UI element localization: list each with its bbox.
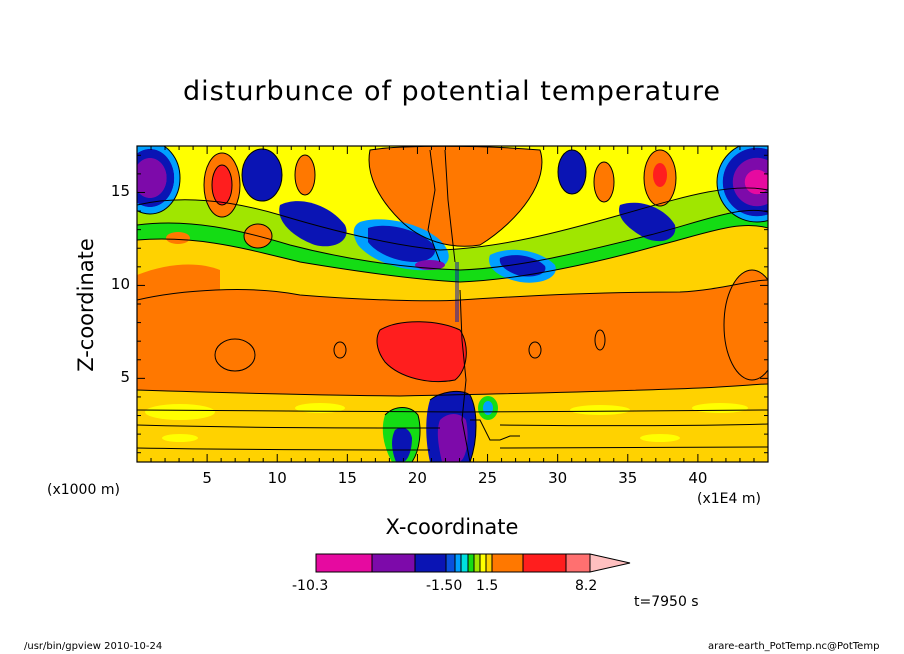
colorbar-segment xyxy=(414,553,447,573)
footer-left: /usr/bin/gpview 2010-10-24 xyxy=(24,641,163,652)
y-tick-label: 15 xyxy=(110,182,130,201)
chart-title: disturbunce of potential temperature xyxy=(183,76,721,107)
x-tick-label: 40 xyxy=(688,469,708,487)
colorbar-segment xyxy=(485,553,493,573)
colorbar-segment xyxy=(473,553,481,573)
colorbar-segment xyxy=(522,553,567,573)
colorbar-label-neg: -1.50 xyxy=(426,578,463,594)
x-tick-label: 15 xyxy=(337,469,357,487)
colorbar-segment xyxy=(491,553,524,573)
y-tick-label: 10 xyxy=(110,275,130,294)
colorbar-segment xyxy=(467,553,475,573)
colorbar-segment xyxy=(445,553,456,573)
colorbar-label-max: 8.2 xyxy=(575,578,598,594)
x-tick-label: 20 xyxy=(407,469,427,487)
x-tick-label: 10 xyxy=(267,469,287,487)
colorbar-segment xyxy=(315,553,373,573)
x-axis-unit: (x1E4 m) xyxy=(697,491,761,507)
y-tick-label: 5 xyxy=(120,368,130,387)
x-tick-label: 30 xyxy=(548,469,568,487)
contour-lines xyxy=(137,146,768,462)
x-tick-label: 35 xyxy=(618,469,638,487)
x-tick-label: 5 xyxy=(202,469,212,487)
axis-ticks xyxy=(137,146,768,462)
colorbar-segment xyxy=(565,553,591,573)
colorbar-label-pos: 1.5 xyxy=(476,578,499,594)
time-label: t=7950 s xyxy=(634,594,699,610)
colorbar-segment xyxy=(460,553,469,573)
x-tick-label: 25 xyxy=(478,469,498,487)
y-axis-unit: (x1000 m) xyxy=(47,482,120,498)
colorbar-segment xyxy=(454,553,462,573)
colorbar-label-min: -10.3 xyxy=(292,578,329,594)
x-axis-label: X-coordinate xyxy=(385,515,519,539)
colorbar-arrow xyxy=(589,553,631,573)
colorbar-segment xyxy=(371,553,416,573)
colorbar-segment xyxy=(479,553,487,573)
footer-right: arare-earth_PotTemp.nc@PotTemp xyxy=(708,641,880,652)
